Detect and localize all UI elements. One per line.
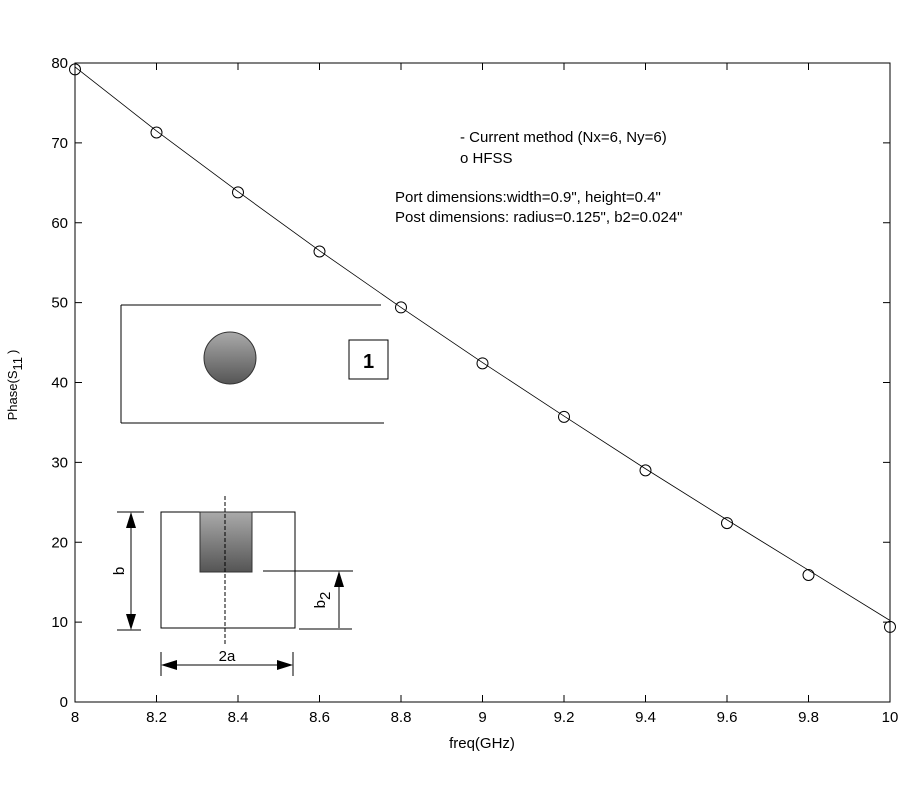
y-tick-label: 60 [51, 215, 68, 232]
x-tick-label: 8.6 [309, 709, 330, 726]
port-label-box [348, 339, 389, 380]
y-tick-label: 80 [51, 55, 68, 72]
y-tick-label: 30 [51, 454, 68, 471]
hfss-point [802, 568, 815, 581]
hfss-point [69, 63, 81, 76]
y-tick-label: 50 [51, 295, 68, 312]
hfss-point [313, 245, 326, 258]
y-tick-label: 20 [51, 534, 68, 551]
port-label: 1 [363, 351, 374, 373]
post-rect [199, 511, 253, 573]
hfss-point [150, 126, 163, 139]
x-axis-label: freq(GHz) [449, 735, 515, 752]
hfss-point [395, 301, 407, 314]
b-label: b [111, 567, 128, 575]
y-tick-label: 70 [51, 135, 68, 152]
hfss-point [558, 410, 570, 423]
x-tick-label: 9 [478, 709, 486, 726]
x-tick-label: 9.8 [798, 709, 819, 726]
legend-hfss-entry: o HFSS [460, 150, 513, 167]
x-tick-label: 9.2 [554, 709, 575, 726]
x-tick-label: 9.6 [717, 709, 738, 726]
y-tick-label: 40 [51, 375, 68, 392]
port-dimensions-annotation: Port dimensions:width=0.9", height=0.4" [395, 189, 661, 206]
hfss-point [721, 517, 733, 530]
hfss-point [639, 464, 652, 477]
b2-label: b2 [312, 592, 334, 609]
x-tick-label: 8 [71, 709, 79, 726]
x-tick-label: 9.4 [635, 709, 656, 726]
current-method-line [74, 66, 891, 621]
x-tick-label: 8.8 [391, 709, 412, 726]
2a-label: 2a [219, 648, 236, 665]
y-axis-label: Phase(S11) [5, 350, 25, 421]
hfss-point [232, 186, 244, 199]
post-circle [203, 331, 257, 385]
legend-line-entry: - Current method (Nx=6, Ny=6) [460, 129, 667, 146]
x-tick-label: 8.4 [228, 709, 249, 726]
hfss-point [884, 620, 896, 633]
post-dimensions-annotation: Post dimensions: radius=0.125", b2=0.024… [395, 209, 683, 226]
y-tick-label: 0 [60, 694, 68, 711]
top-view-inset: 1 [120, 304, 389, 424]
cross-section-inset: b b2 2a [111, 496, 353, 676]
svg-text:Phase(S11): Phase(S11) [5, 350, 25, 421]
x-tick-label: 10 [882, 709, 899, 726]
hfss-point [476, 357, 489, 370]
y-tick-label: 10 [51, 614, 68, 631]
x-tick-label: 8.2 [146, 709, 167, 726]
